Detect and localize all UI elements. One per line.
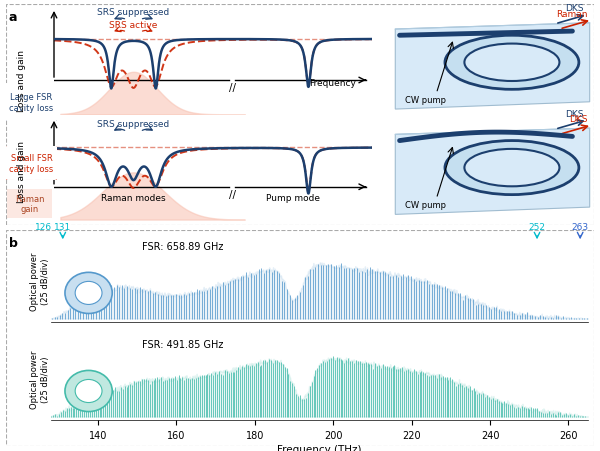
Text: DKS: DKS (565, 110, 583, 119)
Text: Small FSR
cavity loss: Small FSR cavity loss (10, 154, 53, 173)
Text: //: // (229, 189, 236, 199)
Ellipse shape (464, 45, 559, 82)
Text: Frequency: Frequency (309, 78, 356, 87)
FancyBboxPatch shape (4, 146, 59, 181)
Text: Loss and gain: Loss and gain (17, 140, 26, 202)
Text: Raman
gain: Raman gain (15, 194, 44, 214)
Y-axis label: Optical power
(25 dB/div): Optical power (25 dB/div) (30, 252, 50, 310)
Text: 263: 263 (572, 223, 589, 232)
X-axis label: Frequency (THz): Frequency (THz) (277, 444, 362, 451)
Text: //: // (229, 83, 236, 93)
Text: Large FSR
cavity loss: Large FSR cavity loss (10, 93, 53, 112)
Text: 252: 252 (529, 223, 545, 232)
Text: Raman: Raman (556, 9, 587, 18)
Text: Loss and gain: Loss and gain (17, 50, 26, 112)
Text: a: a (9, 11, 17, 24)
Text: Raman modes: Raman modes (101, 193, 166, 202)
Text: SRS suppressed: SRS suppressed (97, 120, 170, 129)
Text: SRS suppressed: SRS suppressed (97, 8, 170, 17)
Text: SRS active: SRS active (109, 21, 158, 29)
Y-axis label: Optical power
(25 dB/div): Optical power (25 dB/div) (30, 350, 50, 408)
Text: DKS: DKS (565, 5, 583, 14)
Ellipse shape (445, 141, 579, 195)
Ellipse shape (445, 36, 579, 90)
Polygon shape (395, 24, 590, 110)
Text: 131: 131 (54, 223, 71, 232)
FancyBboxPatch shape (6, 189, 53, 220)
Text: 126: 126 (35, 223, 52, 232)
Text: Pump mode: Pump mode (265, 193, 320, 202)
Text: FSR: 491.85 GHz: FSR: 491.85 GHz (142, 339, 224, 349)
Text: FSR: 658.89 GHz: FSR: 658.89 GHz (142, 241, 224, 251)
Polygon shape (395, 129, 590, 215)
Text: CW pump: CW pump (405, 96, 446, 105)
Text: CW pump: CW pump (405, 201, 446, 210)
Text: DKS: DKS (569, 115, 587, 124)
Ellipse shape (464, 150, 559, 187)
FancyBboxPatch shape (4, 82, 59, 123)
Text: b: b (9, 236, 18, 249)
